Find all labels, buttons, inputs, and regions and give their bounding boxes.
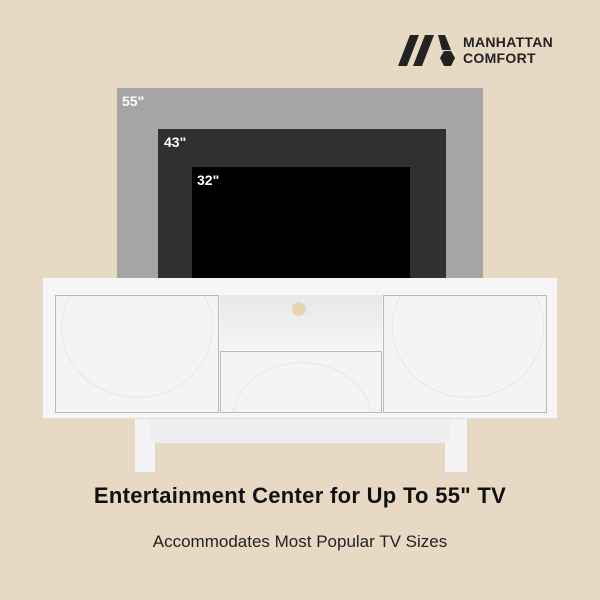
- subheadline: Accommodates Most Popular TV Sizes: [152, 532, 448, 551]
- tv-43-label: 43": [164, 134, 187, 150]
- brand-line2: COMFORT: [463, 50, 536, 66]
- right-door: [383, 295, 547, 413]
- tv-55-label: 55": [122, 93, 145, 109]
- brand-logo-icon: [398, 35, 455, 66]
- base-rail: [150, 416, 450, 443]
- headline: Entertainment Center for Up To 55" TV: [93, 483, 507, 508]
- tv-32-outline: [192, 167, 410, 280]
- tv-32-label: 32": [197, 172, 220, 188]
- brand-line1: MANHATTAN: [463, 34, 554, 50]
- cable-hole: [292, 302, 306, 316]
- brand-name: MANHATTAN COMFORT: [463, 34, 553, 66]
- center-drawer: [220, 351, 382, 413]
- left-door: [55, 295, 219, 413]
- right-leg: [445, 415, 467, 472]
